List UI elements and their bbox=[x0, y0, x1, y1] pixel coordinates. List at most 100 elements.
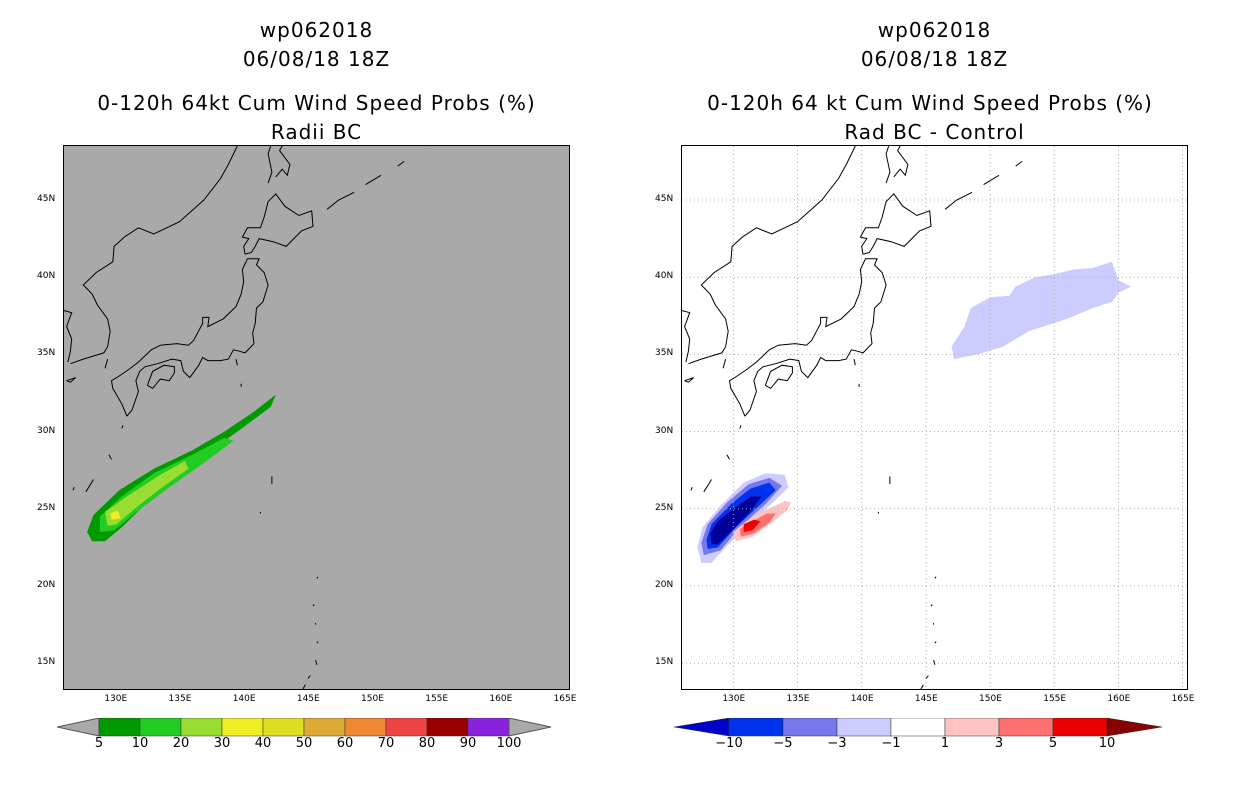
colorbar-swatch bbox=[303, 718, 346, 737]
coastline bbox=[885, 146, 891, 184]
x-tick-label: 150E bbox=[361, 694, 384, 704]
coastline bbox=[944, 191, 973, 210]
coastline bbox=[82, 236, 125, 347]
y-tick-label: 25N bbox=[655, 502, 674, 513]
coastline bbox=[104, 358, 109, 369]
coastline bbox=[326, 191, 355, 210]
coastline bbox=[72, 487, 75, 491]
coastline bbox=[275, 146, 291, 178]
coastline bbox=[726, 454, 730, 460]
colorbar-swatch bbox=[344, 718, 387, 737]
x-tick-label: 140E bbox=[232, 694, 256, 704]
left-contour-layer bbox=[87, 394, 276, 542]
colorbar-swatch bbox=[221, 718, 264, 737]
coastline bbox=[920, 684, 924, 689]
colorbar-under-arrow bbox=[57, 718, 100, 737]
colorbar-label: 50 bbox=[295, 736, 313, 751]
coastline bbox=[859, 193, 932, 255]
x-tick-label: 155E bbox=[1043, 694, 1067, 704]
y-tick-label: 15N bbox=[655, 657, 674, 668]
y-tick-label: 25N bbox=[37, 502, 56, 513]
colorbar-label: 90 bbox=[459, 736, 477, 751]
left-colorbar bbox=[57, 718, 552, 737]
colorbar-swatch bbox=[782, 718, 838, 737]
x-tick-label: 145E bbox=[296, 694, 320, 704]
left-map-svg bbox=[64, 146, 430, 689]
colorbar-label: 30 bbox=[213, 736, 231, 751]
coastline bbox=[70, 346, 109, 365]
colorbar-label: −1 bbox=[881, 736, 901, 751]
right-title-storm-id: wp062018 bbox=[877, 18, 992, 42]
coastline bbox=[690, 487, 693, 491]
y-tick-label: 20N bbox=[655, 580, 674, 590]
colorbar-swatch bbox=[998, 718, 1054, 737]
coastline bbox=[108, 454, 112, 460]
right-grid-layer bbox=[682, 146, 1187, 689]
left-title-subtitle: Radii BC bbox=[270, 120, 363, 144]
right-title-subtitle: Rad BC - Control bbox=[844, 120, 1025, 144]
coastline bbox=[853, 358, 856, 366]
colorbar-swatch bbox=[385, 718, 428, 737]
coastline bbox=[934, 576, 937, 579]
colorbar-swatch bbox=[180, 718, 223, 737]
coastline bbox=[684, 377, 694, 383]
coastline bbox=[925, 675, 929, 679]
coastline bbox=[688, 346, 727, 365]
colorbar-label: 80 bbox=[418, 736, 436, 751]
colorbar-swatch bbox=[836, 718, 892, 737]
coastline bbox=[722, 358, 727, 369]
right-title-product: 0-120h 64 kt Cum Wind Speed Probs (%) bbox=[707, 91, 1153, 115]
x-tick-label: 155E bbox=[425, 694, 449, 704]
colorbar-label: 70 bbox=[377, 736, 395, 751]
y-tick-label: 45N bbox=[37, 194, 56, 205]
x-tick-label: 130E bbox=[722, 694, 746, 704]
colorbar-label: −10 bbox=[715, 736, 743, 751]
coastline bbox=[235, 358, 238, 366]
colorbar-over-arrow bbox=[1106, 718, 1163, 737]
colorbar-label: 40 bbox=[254, 736, 272, 751]
coastline bbox=[121, 425, 124, 429]
colorbar-label: 100 bbox=[496, 736, 522, 751]
coastline bbox=[316, 576, 319, 579]
contour-5-right-7 bbox=[743, 519, 761, 532]
colorbar-label: 10 bbox=[131, 736, 149, 751]
left-title-product: 0-120h 64kt Cum Wind Speed Probs (%) bbox=[97, 91, 536, 115]
right-contour-layer bbox=[697, 261, 1132, 563]
coastline bbox=[302, 684, 306, 689]
x-tick-label: 145E bbox=[914, 694, 938, 704]
colorbar-label: −5 bbox=[773, 736, 793, 751]
contour-30-left-3 bbox=[110, 510, 121, 520]
coastline bbox=[315, 659, 318, 665]
colorbar-label: 1 bbox=[940, 736, 950, 751]
colorbar-swatch bbox=[139, 718, 182, 737]
colorbar-under-arrow bbox=[674, 718, 730, 737]
left-map-plot bbox=[63, 145, 570, 690]
coastline bbox=[742, 146, 856, 238]
y-tick-label: 45N bbox=[655, 194, 674, 205]
coastline bbox=[66, 377, 76, 383]
y-tick-label: 40N bbox=[37, 271, 56, 282]
x-tick-label: 135E bbox=[786, 694, 810, 704]
right-map-plot bbox=[681, 145, 1188, 690]
coastline bbox=[739, 425, 742, 429]
y-tick-label: 15N bbox=[37, 657, 56, 668]
coastline bbox=[728, 258, 887, 417]
coastline bbox=[934, 641, 937, 644]
coastline bbox=[124, 146, 238, 238]
coastline bbox=[241, 193, 314, 255]
colorbar-label: −3 bbox=[827, 736, 847, 751]
coastline bbox=[700, 236, 743, 347]
coastline bbox=[307, 675, 311, 679]
x-tick-label: 150E bbox=[979, 694, 1002, 704]
coastline bbox=[703, 479, 712, 493]
y-tick-label: 35N bbox=[37, 348, 56, 359]
right-colorbar bbox=[674, 718, 1163, 737]
coastline bbox=[764, 364, 793, 390]
colorbar-swatch bbox=[944, 718, 1000, 737]
colorbar-label: 60 bbox=[336, 736, 354, 751]
right-title-date: 06/08/18 18Z bbox=[860, 47, 1009, 71]
colorbar-swatch bbox=[98, 718, 141, 737]
left-title-date: 06/08/18 18Z bbox=[242, 47, 391, 71]
coastline bbox=[983, 174, 1000, 186]
colorbar-label: 5 bbox=[94, 736, 104, 751]
